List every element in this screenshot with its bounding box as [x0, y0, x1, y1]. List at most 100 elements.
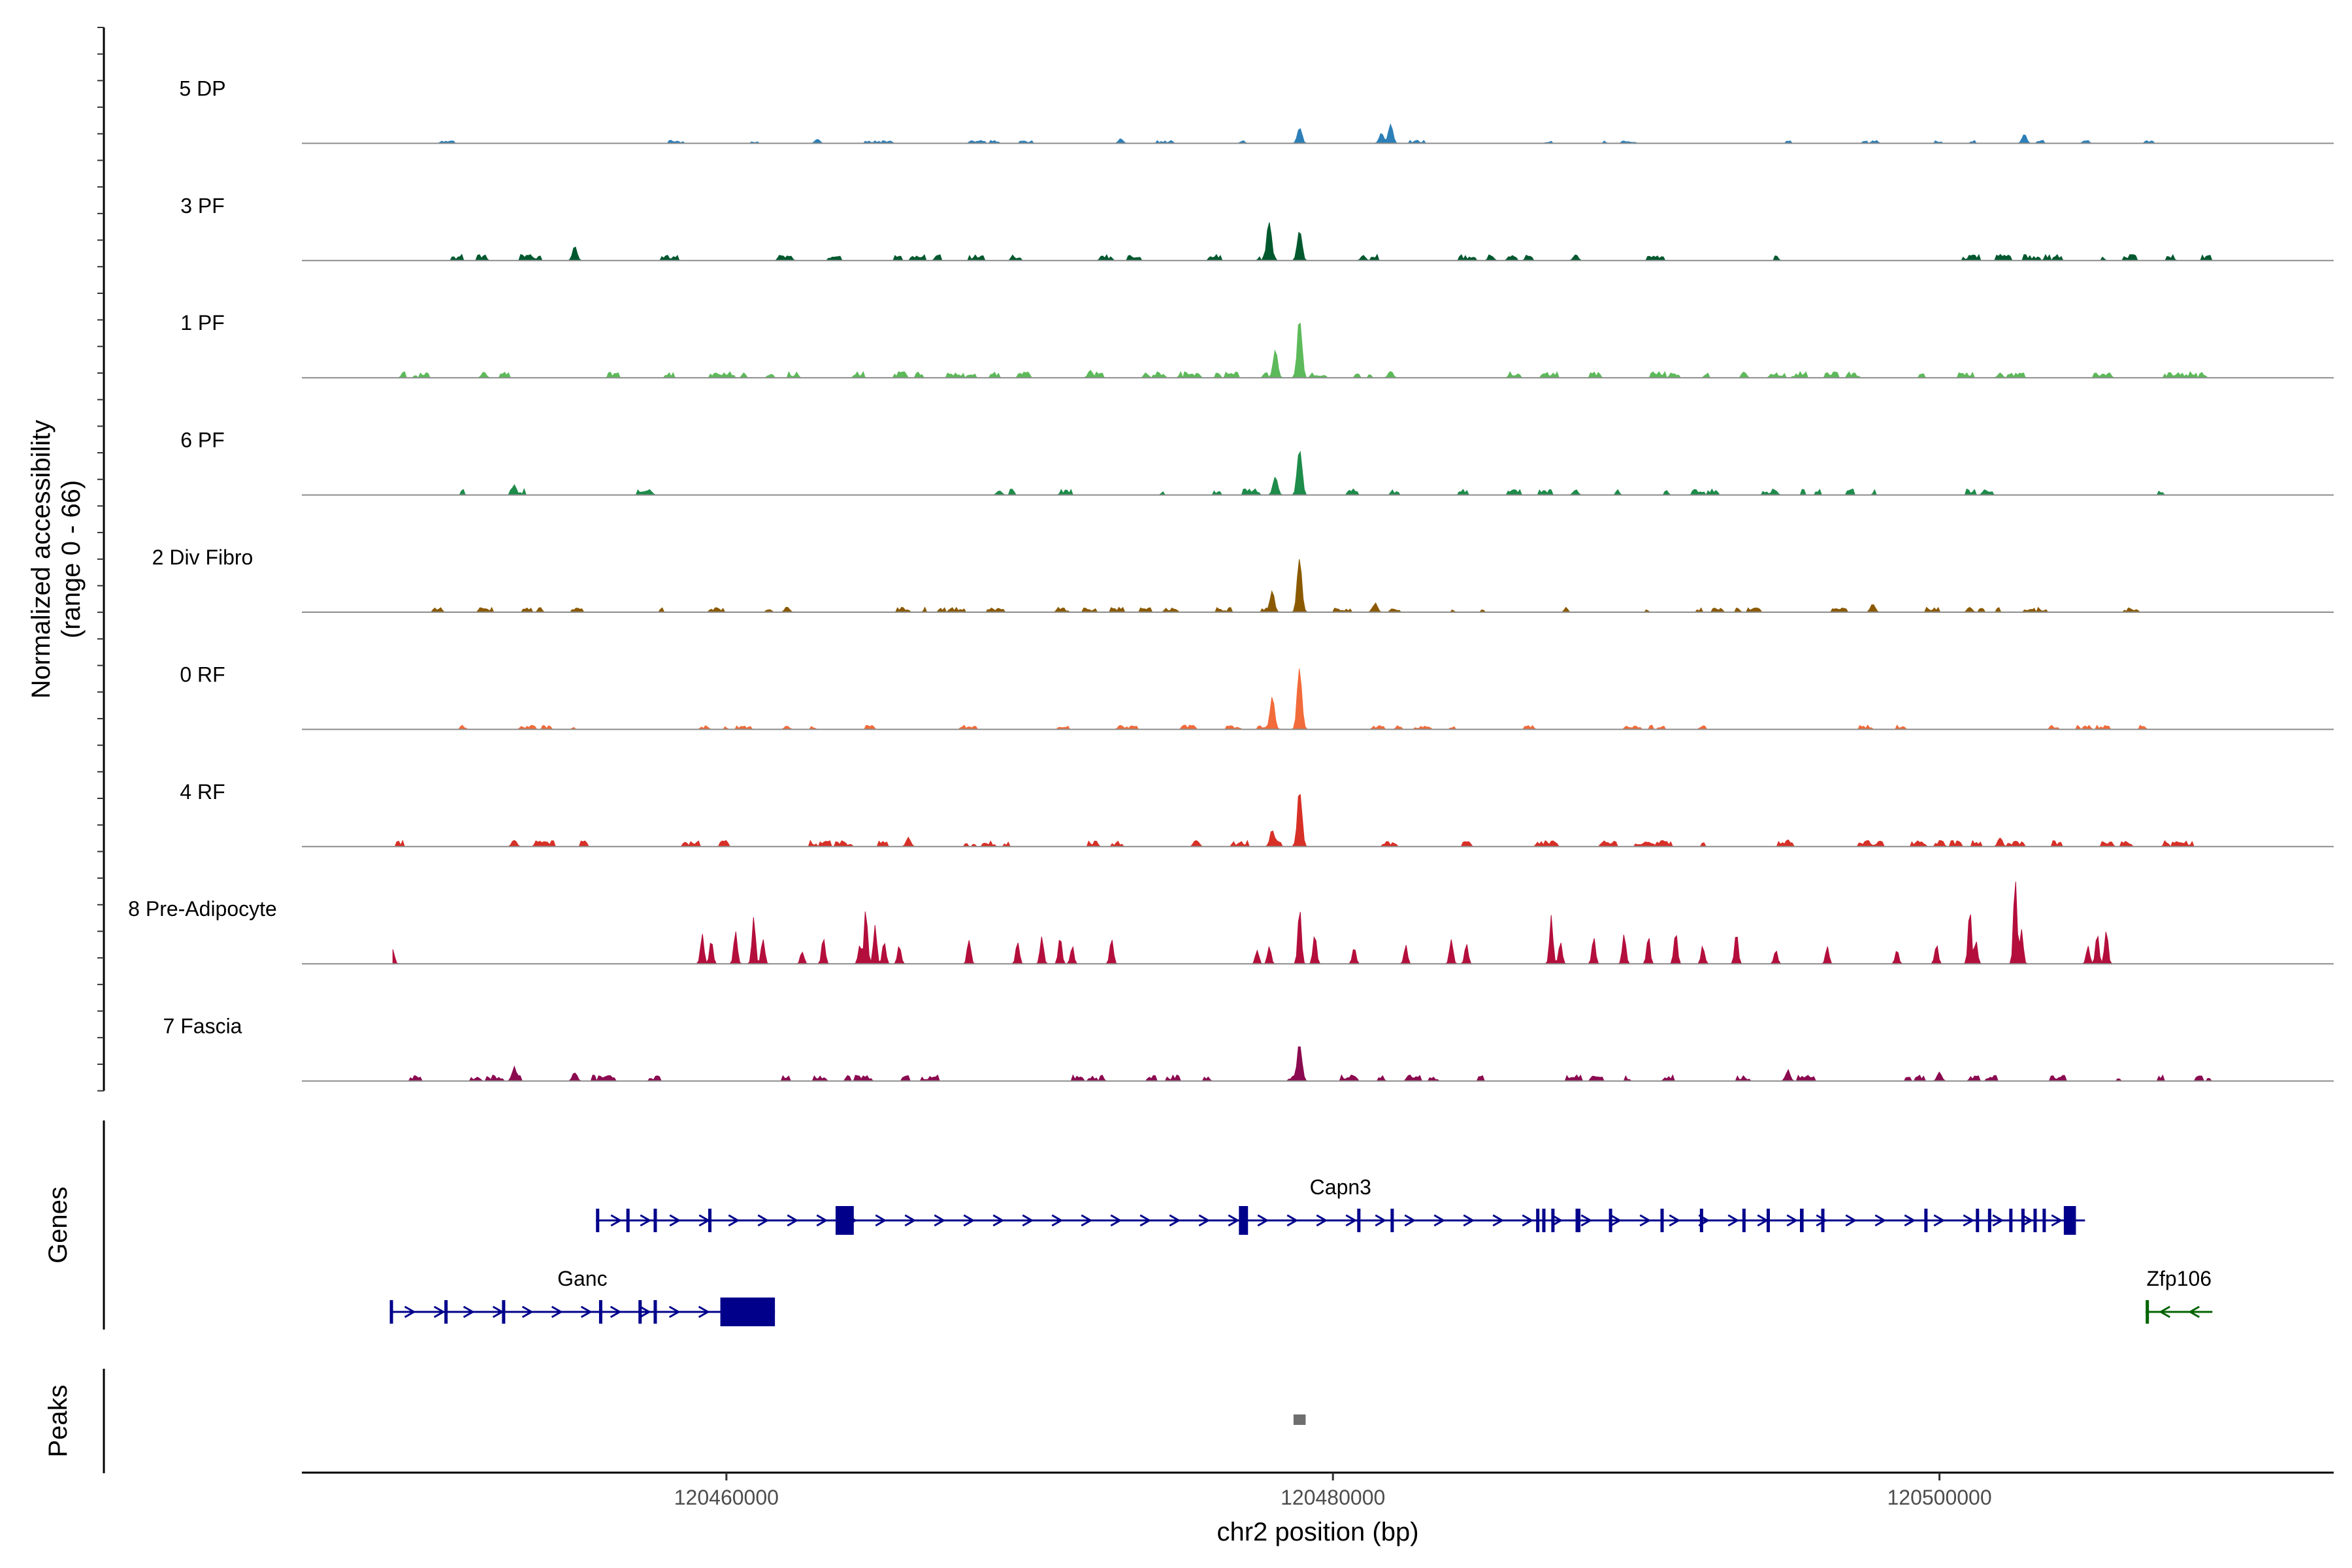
coverage-area	[438, 222, 2213, 261]
strand-arrow	[1816, 1214, 1828, 1227]
x-tick-label: 120500000	[1887, 1486, 1991, 1509]
gene-exon	[598, 1300, 602, 1324]
gene-exon	[2063, 1206, 2076, 1235]
strand-arrow	[2188, 1305, 2200, 1318]
coverage-y-axis	[97, 27, 105, 1092]
strand-arrow	[1669, 1214, 1681, 1227]
strand-arrow	[433, 1305, 446, 1318]
gene-exon	[596, 1209, 600, 1232]
y-axis-range-label: (range 0 - 66)	[57, 480, 86, 638]
track-2-div-fibro: 2 Div Fibro	[152, 546, 2334, 613]
coverage-area	[393, 1046, 2213, 1083]
gene-exon	[626, 1209, 630, 1232]
strand-arrow	[1904, 1214, 1916, 1227]
gene-exon	[653, 1209, 657, 1232]
gene-label: Capn3	[1310, 1175, 1371, 1199]
gene-exon	[1609, 1209, 1612, 1232]
strand-arrow	[1375, 1214, 1387, 1227]
strand-arrow	[1463, 1214, 1475, 1227]
gene-exon	[835, 1206, 854, 1235]
strand-arrow	[963, 1214, 975, 1227]
gene-exon	[1551, 1209, 1555, 1232]
strand-arrow	[551, 1305, 563, 1318]
strand-arrow	[1051, 1214, 1064, 1227]
strand-arrow	[1610, 1214, 1622, 1227]
gene-exon	[1766, 1209, 1770, 1232]
gene-exon	[1660, 1209, 1664, 1232]
track-0-rf: 0 RF	[180, 662, 2334, 730]
gene-exon	[1239, 1206, 1249, 1235]
strand-arrow	[1874, 1214, 1887, 1227]
track-label: 6 PF	[180, 429, 225, 452]
x-tick-label: 120480000	[1281, 1486, 1385, 1509]
track-label: 0 RF	[180, 662, 225, 686]
coverage-area	[393, 793, 2212, 847]
y-axis-title: Normalized accessibility	[27, 420, 56, 699]
strand-arrow	[757, 1214, 770, 1227]
strand-arrow	[1257, 1214, 1269, 1227]
strand-arrow	[2051, 1214, 2063, 1227]
coverage-area	[393, 123, 2212, 144]
strand-arrow	[1081, 1214, 1093, 1227]
strand-arrow	[698, 1305, 710, 1318]
strand-arrow	[1786, 1214, 1799, 1227]
strand-arrow	[816, 1214, 828, 1227]
strand-arrow	[992, 1214, 1005, 1227]
gene-exon	[1699, 1209, 1703, 1232]
strand-arrow	[1963, 1214, 1975, 1227]
gene-exon	[1575, 1209, 1580, 1232]
gene-exon	[2009, 1209, 2013, 1232]
strand-arrow	[1228, 1214, 1240, 1227]
strand-arrow	[580, 1305, 593, 1318]
gene-exon	[2033, 1209, 2037, 1232]
track-label: 7 Fascia	[163, 1015, 242, 1038]
x-axis-ticks: 120460000 120480000 120500000	[674, 1473, 1992, 1509]
coverage-area	[393, 450, 2212, 496]
gene-exon	[1976, 1209, 1980, 1232]
strand-arrow	[1169, 1214, 1181, 1227]
track-label: 3 PF	[180, 194, 225, 218]
strand-arrow	[2159, 1305, 2170, 1318]
gene-exon	[2021, 1209, 2025, 1232]
peaks-panel-title: Peaks	[44, 1384, 73, 1457]
coverage-tracks: 5 DP 3 PF 1 PF 6 PF 2 Div Fibro 0 RF 4 RF 8 Pre…	[128, 76, 2334, 1083]
strand-arrow	[610, 1305, 622, 1318]
strand-arrow	[1110, 1214, 1122, 1227]
gene-exon	[1800, 1209, 1804, 1232]
strand-arrow	[1933, 1214, 1946, 1227]
strand-arrow	[1198, 1214, 1211, 1227]
strand-arrow	[1492, 1214, 1505, 1227]
gene-exon	[1542, 1209, 1546, 1232]
strand-arrow	[1316, 1214, 1328, 1227]
strand-arrow	[668, 1305, 681, 1318]
track-6-pf: 6 PF	[180, 429, 2334, 496]
coverage-area	[423, 559, 2211, 613]
strand-arrow	[1404, 1214, 1416, 1227]
gene-annotations: Capn3 Ganc Zfp106	[389, 1175, 2213, 1326]
strand-arrow	[1845, 1214, 1857, 1227]
strand-arrow	[1345, 1214, 1358, 1227]
gene-exon	[1357, 1209, 1361, 1232]
strand-arrow	[1639, 1214, 1652, 1227]
strand-arrow	[521, 1305, 534, 1318]
strand-arrow	[1286, 1214, 1299, 1227]
strand-arrow	[1139, 1214, 1152, 1227]
strand-arrow	[1727, 1214, 1740, 1227]
strand-arrow	[640, 1214, 652, 1227]
coverage-area	[423, 668, 2211, 730]
gene-exon	[1987, 1209, 1991, 1232]
gene-exon	[1390, 1209, 1394, 1232]
track-5-dp: 5 DP	[179, 76, 2334, 144]
gene-exon	[653, 1300, 657, 1324]
track-label: 4 RF	[180, 780, 225, 804]
track-label: 2 Div Fibro	[152, 546, 253, 569]
gene-exon	[389, 1300, 393, 1324]
strand-arrow	[1433, 1214, 1446, 1227]
strand-arrow	[610, 1214, 623, 1227]
x-axis-title: chr2 position (bp)	[1217, 1518, 1418, 1546]
gene-exon	[720, 1298, 776, 1326]
peak-region	[1293, 1414, 1306, 1425]
track-label: 8 Pre-Adipocyte	[128, 897, 277, 921]
strand-arrow	[463, 1305, 475, 1318]
coverage-area	[393, 322, 2212, 379]
